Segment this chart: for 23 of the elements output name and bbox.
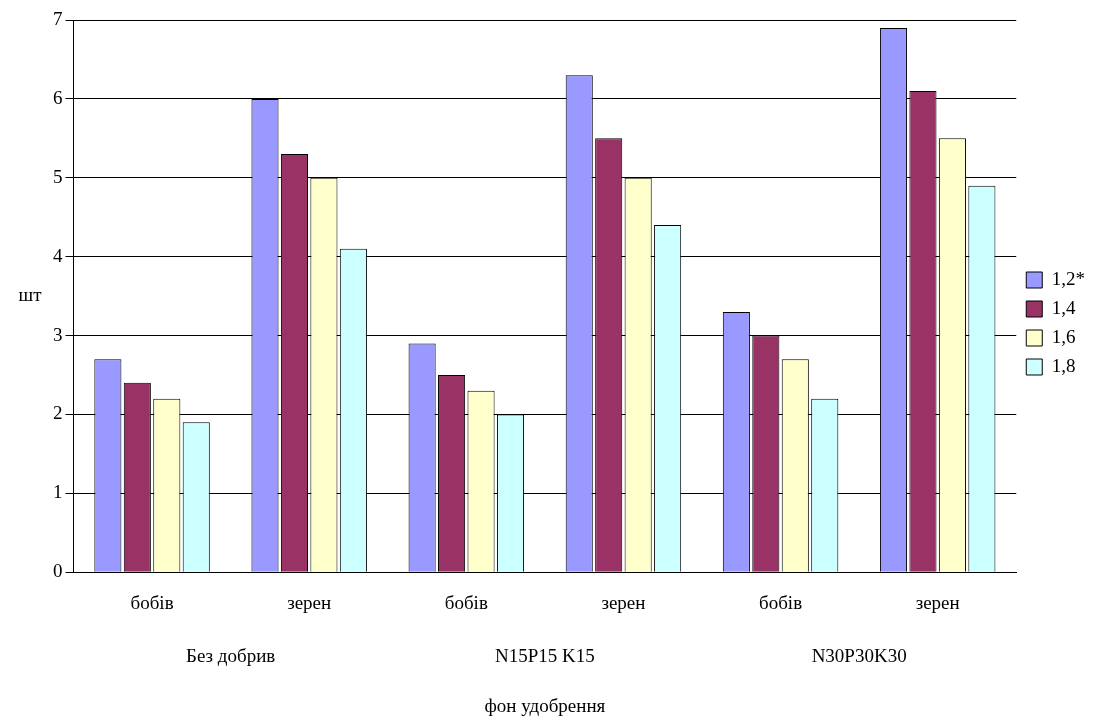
x-tick-label: бобів <box>444 591 488 613</box>
legend-label: 1,2* <box>1051 267 1085 289</box>
x-tick-label: бобів <box>130 591 174 613</box>
x-tick-label: бобів <box>759 591 803 613</box>
text: Без добрив <box>185 645 276 667</box>
text: N30P30K30 <box>811 645 907 667</box>
y-axis-title: шт <box>18 284 43 306</box>
y-tick-label: 2 <box>53 402 63 424</box>
y-tick-label: 5 <box>53 165 63 187</box>
legend-label: 1,4 <box>1051 296 1076 318</box>
y-tick-label: 7 <box>53 7 63 29</box>
x-axis-title: фон удобрення <box>484 695 606 717</box>
legend-label: 1,8 <box>1051 354 1076 376</box>
legend-label: 1,6 <box>1051 325 1076 347</box>
y-tick-label: 6 <box>53 86 63 108</box>
text: N15P15 K15 <box>494 645 595 667</box>
y-tick-label: 0 <box>53 560 63 582</box>
y-tick-label: 3 <box>53 323 63 345</box>
y-tick-label: 1 <box>53 481 63 503</box>
x-tick-label: зерен <box>287 591 332 613</box>
x-tick-label: зерен <box>915 591 960 613</box>
y-tick-label: 4 <box>53 244 63 266</box>
x-tick-label: зерен <box>601 591 646 613</box>
